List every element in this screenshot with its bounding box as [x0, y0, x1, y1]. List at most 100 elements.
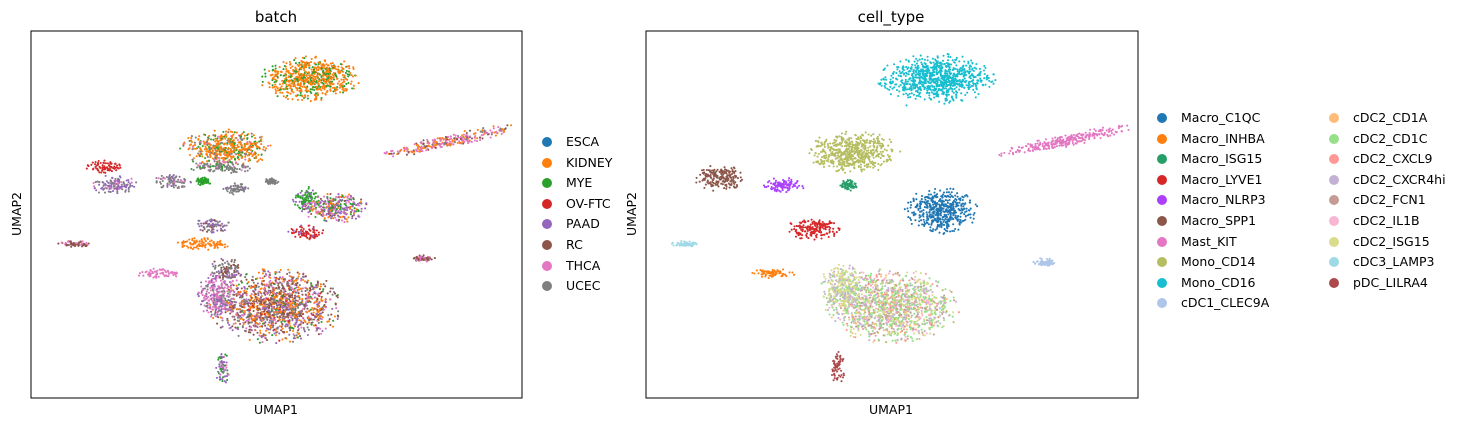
scatter-point	[128, 181, 130, 183]
scatter-point	[260, 292, 262, 294]
scatter-point	[220, 310, 222, 312]
scatter-point	[300, 82, 302, 84]
scatter-point	[253, 334, 255, 336]
scatter-point	[332, 320, 334, 322]
scatter-point	[219, 275, 221, 277]
scatter-point	[208, 135, 210, 137]
scatter-point	[335, 92, 337, 94]
scatter-point	[417, 148, 419, 150]
scatter-point	[125, 189, 127, 191]
scatter-point	[197, 248, 199, 250]
scatter-point	[365, 202, 367, 204]
scatter-point	[424, 257, 426, 259]
scatter-point	[360, 203, 362, 205]
scatter-point	[275, 80, 277, 82]
scatter-point	[309, 76, 311, 78]
legend-marker	[542, 240, 552, 250]
scatter-point	[221, 170, 223, 172]
scatter-point	[226, 167, 228, 169]
scatter-point	[174, 177, 176, 179]
scatter-point	[198, 295, 200, 297]
scatter-point	[245, 291, 247, 293]
scatter-point	[220, 258, 222, 260]
scatter-point	[340, 210, 342, 212]
scatter-point	[450, 138, 452, 140]
scatter-point	[224, 286, 226, 288]
scatter-point	[283, 291, 285, 293]
scatter-point	[264, 73, 266, 75]
cluster-7	[222, 182, 249, 195]
scatter-point	[291, 281, 293, 283]
scatter-point	[324, 81, 326, 83]
scatter-point	[324, 86, 326, 88]
scatter-point	[230, 284, 232, 286]
scatter-point	[312, 314, 314, 316]
scatter-point	[285, 68, 287, 70]
scatter-point	[233, 316, 235, 318]
scatter-point	[294, 297, 296, 299]
scatter-point	[205, 178, 207, 180]
scatter-point	[406, 154, 408, 156]
scatter-point	[166, 186, 168, 188]
scatter-point	[183, 178, 185, 180]
scatter-point	[281, 278, 283, 280]
scatter-point	[975, 96, 977, 98]
scatter-point	[308, 188, 310, 190]
cluster-5	[155, 174, 192, 189]
scatter-point	[277, 320, 279, 322]
scatter-point	[206, 309, 208, 311]
scatter-point	[197, 293, 199, 295]
scatter-point	[222, 157, 224, 159]
scatter-point	[310, 100, 312, 102]
batch-plot-title: batch	[255, 8, 297, 26]
scatter-point	[193, 148, 195, 150]
scatter-point	[289, 311, 291, 313]
scatter-point	[241, 310, 243, 312]
scatter-point	[308, 67, 310, 69]
scatter-point	[331, 65, 333, 67]
scatter-point	[217, 247, 219, 249]
scatter-point	[303, 64, 305, 66]
scatter-point	[942, 60, 944, 62]
scatter-point	[346, 66, 348, 68]
scatter-point	[306, 304, 308, 306]
scatter-point	[224, 161, 226, 163]
scatter-point	[120, 181, 122, 183]
scatter-point	[237, 293, 239, 295]
scatter-point	[223, 370, 225, 372]
scatter-point	[319, 328, 321, 330]
scatter-point	[254, 293, 256, 295]
legend-label: KIDNEY	[566, 153, 612, 173]
scatter-point	[300, 288, 302, 290]
scatter-point	[234, 142, 236, 144]
scatter-point	[269, 290, 271, 292]
scatter-point	[308, 321, 310, 323]
scatter-point	[315, 81, 317, 83]
scatter-point	[216, 323, 218, 325]
scatter-point	[321, 211, 323, 213]
scatter-point	[102, 164, 104, 166]
scatter-point	[298, 62, 300, 64]
scatter-point	[327, 64, 329, 66]
scatter-point	[332, 62, 334, 64]
scatter-point	[301, 290, 303, 292]
scatter-point	[274, 273, 276, 275]
scatter-point	[360, 199, 362, 201]
scatter-point	[230, 148, 232, 150]
scatter-point	[273, 283, 275, 285]
scatter-point	[309, 200, 311, 202]
scatter-point	[440, 143, 442, 145]
scatter-point	[325, 301, 327, 303]
scatter-point	[168, 176, 170, 178]
scatter-point	[289, 305, 291, 307]
scatter-point	[417, 144, 419, 146]
scatter-point	[300, 84, 302, 86]
scatter-point	[263, 310, 265, 312]
scatter-point	[223, 290, 225, 292]
scatter-point	[338, 211, 340, 213]
scatter-point	[316, 329, 318, 331]
scatter-point	[215, 367, 217, 369]
scatter-point	[320, 202, 322, 204]
scatter-point	[427, 257, 429, 259]
scatter-point	[267, 270, 269, 272]
